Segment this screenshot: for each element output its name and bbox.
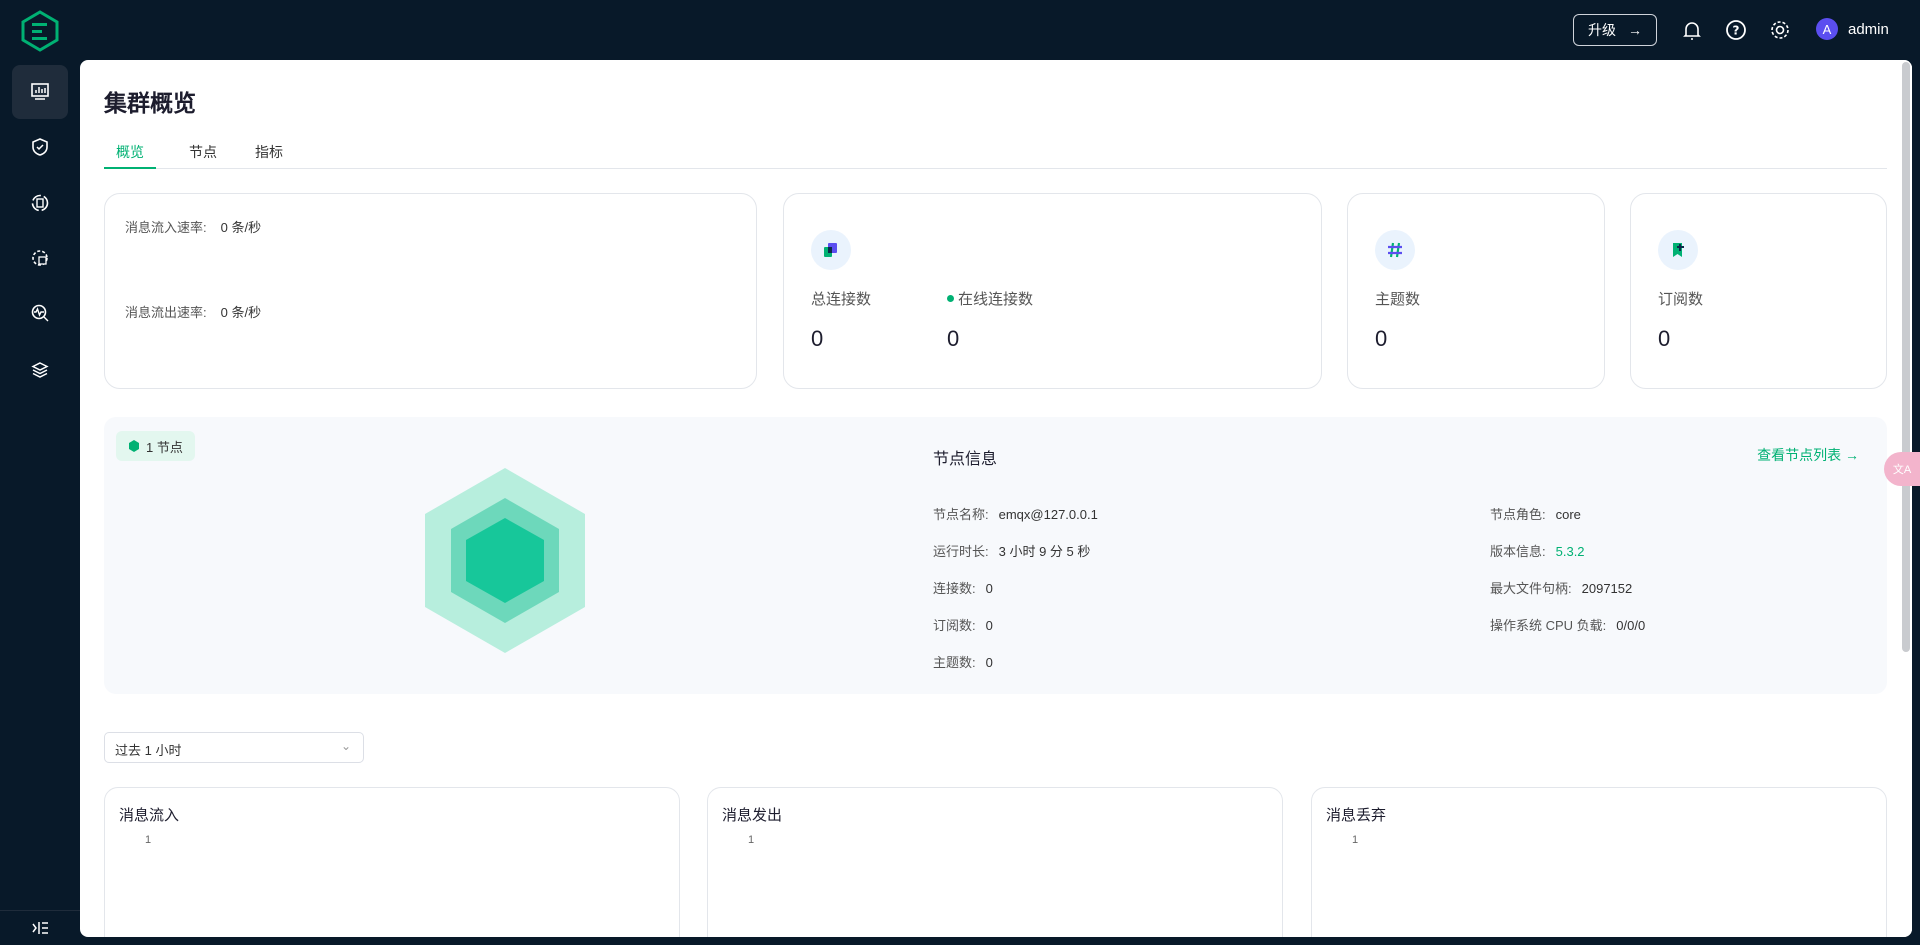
node-cpu-load: 操作系统 CPU 负载: 0/0/0 [1490,618,1646,633]
search-pulse-icon [31,304,49,322]
node-info-panel: 1 节点 节点信息 查看节点列表 → 节点名称: emqx@127.0.0.1 运… [104,417,1887,694]
emqx-logo[interactable] [20,10,60,52]
chart-received: 消息流入 1 [104,787,680,937]
topics-label: 主题数 [1375,291,1421,308]
gear-config-icon [32,250,48,266]
online-status-dot [947,295,954,302]
data-sync-icon [31,194,49,212]
node-uptime: 运行时长: 3 小时 9 分 5 秒 [933,544,1091,559]
sidebar-item-cluster[interactable] [12,343,68,397]
sidebar-item-diagnose[interactable] [12,286,68,340]
tab-metrics[interactable]: 指标 [255,144,283,160]
online-connections-label: 在线连接数 [947,288,1033,309]
node-count-badge: 1 节点 [116,431,195,461]
topics-card: 主题数 0 [1347,193,1605,389]
node-count-text: 1 节点 [146,439,183,455]
sidebar-item-integration[interactable] [12,176,68,230]
connections-icon [811,230,851,270]
tab-overview[interactable]: 概览 [104,136,156,169]
collapse-sidebar-button[interactable] [0,910,80,945]
view-node-list-link[interactable]: 查看节点列表 → [1757,447,1859,463]
inflow-rate: 消息流入速率: 0 条/秒 [125,217,261,236]
online-connections-value: 0 [947,326,960,351]
outflow-rate: 消息流出速率: 0 条/秒 [125,302,261,321]
node-info-title: 节点信息 [933,451,998,468]
dashboard-monitor-icon [31,83,49,100]
sidebar-item-access-control[interactable] [12,120,68,174]
outflow-rate-label: 消息流出速率: [125,305,207,320]
help-icon[interactable]: ? [1724,18,1748,42]
chart-dropped: 消息丢弃 1 [1311,787,1887,937]
inflow-rate-label: 消息流入速率: [125,220,207,235]
chart-sent: 消息发出 1 [707,787,1283,937]
y-tick: 1 [1352,834,1359,846]
translate-icon: 文A [1892,464,1912,476]
chart-title: 消息丢弃 [1326,807,1387,824]
main-panel: 集群概览 概览 节点 指标 消息流入速率: 0 条/秒 消息流出速率: 0 条/秒 … [80,60,1912,937]
chart-title: 消息流入 [119,807,180,824]
upgrade-button[interactable]: 升级 → [1573,14,1657,46]
total-connections-label: 总连接数 [811,291,872,308]
y-tick: 1 [748,834,755,846]
subscriptions-value: 0 [1658,326,1671,351]
svg-text:?: ? [1733,24,1740,38]
inflow-rate-value: 0 条/秒 [220,220,262,235]
node-version: 版本信息: 5.3.2 [1490,544,1585,559]
chart-title: 消息发出 [722,807,783,824]
arrow-right-icon: → [1628,22,1642,38]
y-tick: 1 [145,834,152,846]
message-rate-card: 消息流入速率: 0 条/秒 消息流出速率: 0 条/秒 [104,193,757,389]
subscriptions-label: 订阅数 [1658,291,1704,308]
subscriptions-card: 订阅数 0 [1630,193,1887,389]
bookmark-plus-icon [1658,230,1698,270]
outflow-rate-value: 0 条/秒 [220,305,262,320]
tab-nodes[interactable]: 节点 [189,144,217,160]
settings-gear-icon[interactable] [1768,18,1792,42]
connections-card: 总连接数 0 在线连接数 0 [783,193,1322,389]
page-title: 集群概览 [104,90,196,116]
shield-check-icon [32,138,48,156]
scrollbar[interactable] [1900,60,1912,937]
bell-icon[interactable] [1680,18,1704,42]
hexagon-icon [129,440,139,452]
sidebar [0,60,80,945]
node-role: 节点角色: core [1490,507,1581,522]
topics-value: 0 [1375,326,1388,351]
translate-button[interactable]: 文A [1884,452,1920,486]
scrollbar-thumb[interactable] [1902,62,1910,652]
node-topics: 主题数: 0 [933,655,993,670]
node-subscriptions: 订阅数: 0 [933,618,993,633]
total-connections-value: 0 [811,326,824,351]
time-range-value: 过去 1 小时 [115,743,182,758]
time-range-select[interactable]: 过去 1 小时 ⌄ [104,732,364,763]
tab-bar: 概览 节点 指标 [104,136,1887,169]
layers-icon [31,362,49,378]
username: admin [1848,20,1889,38]
hash-icon [1375,230,1415,270]
upgrade-label: 升级 [1588,22,1616,38]
sidebar-item-dashboard[interactable] [12,65,68,119]
online-connections-text: 在线连接数 [958,291,1034,308]
collapse-menu-icon [32,922,48,934]
avatar: A [1816,18,1838,40]
node-name: 节点名称: emqx@127.0.0.1 [933,507,1098,522]
chevron-down-icon: ⌄ [340,739,351,753]
node-hexagon-graphic[interactable] [424,468,586,654]
node-connections: 连接数: 0 [933,581,993,596]
node-max-fds: 最大文件句柄: 2097152 [1490,581,1633,596]
sidebar-item-management[interactable] [12,231,68,285]
